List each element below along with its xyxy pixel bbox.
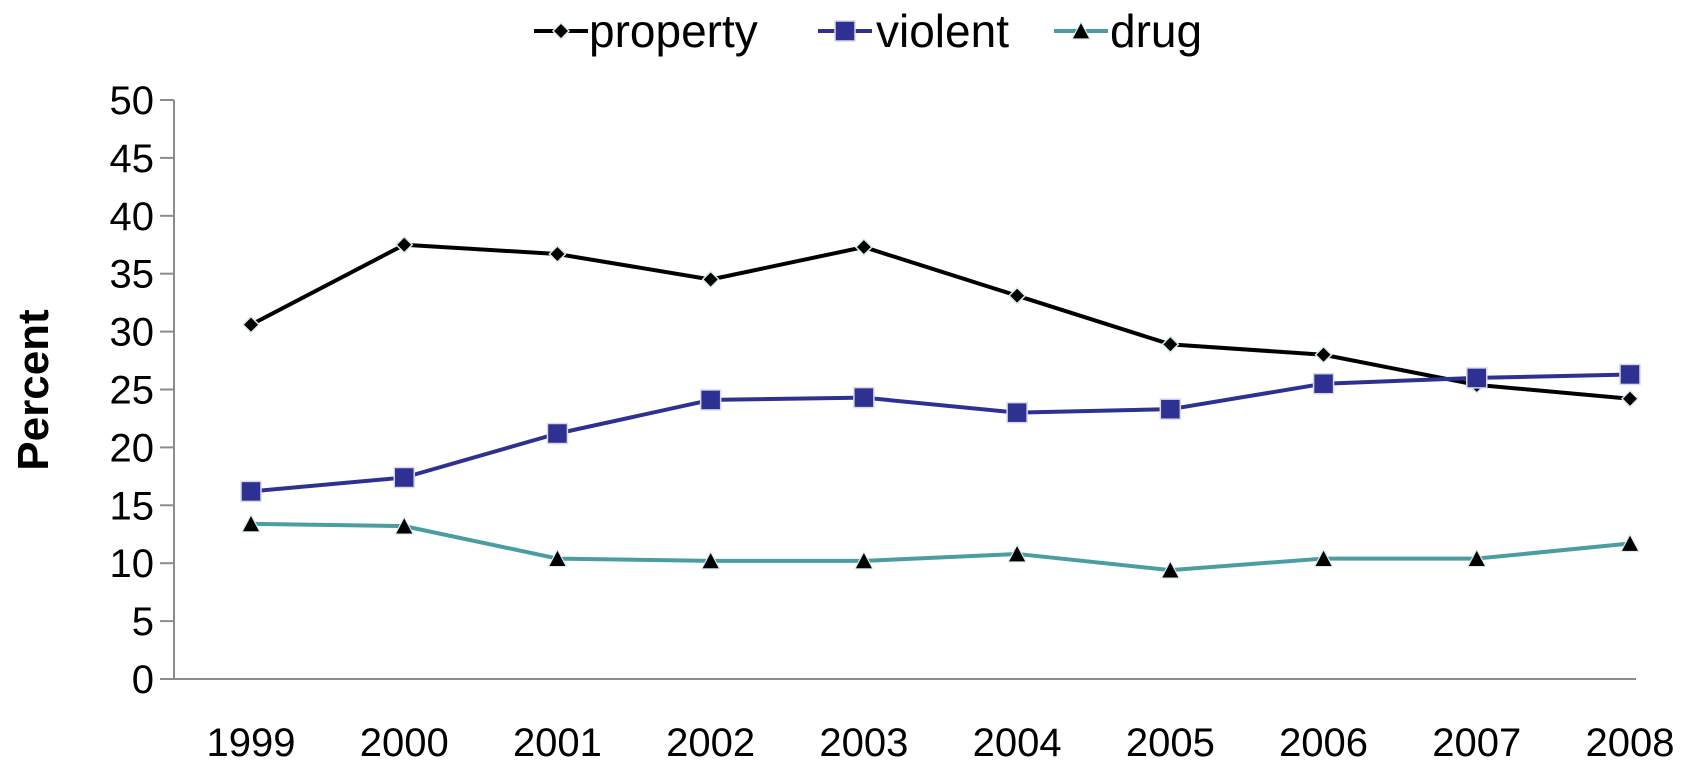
- x-tick-label: 2000: [360, 721, 449, 761]
- x-tick-label: 2001: [513, 721, 602, 761]
- data-point-drug: [1466, 548, 1487, 568]
- y-tick-label: 25: [110, 369, 155, 413]
- data-point-drug: [1620, 533, 1640, 553]
- x-tick-label: 2006: [1279, 721, 1368, 761]
- legend-label-drug: drug: [1110, 5, 1202, 57]
- legend-item-drug: drug: [1054, 5, 1202, 57]
- data-point-property: [1008, 286, 1027, 305]
- x-axis: 1999 2000 2001 2002 2003 2004 2005 2006 2007 2008: [174, 678, 1675, 761]
- data-point-violent: [240, 480, 262, 503]
- data-point-drug: [700, 550, 721, 570]
- x-tick-label: 2005: [1126, 721, 1215, 761]
- y-tick-label: 40: [110, 195, 155, 239]
- data-point-drug: [853, 550, 874, 570]
- data-point-property: [701, 270, 720, 289]
- series-plot-area: [240, 235, 1641, 579]
- data-point-violent: [546, 422, 569, 445]
- data-point-property: [241, 315, 261, 334]
- x-tick-label: 1999: [207, 721, 296, 761]
- data-point-violent: [853, 386, 875, 409]
- data-point-property: [395, 235, 414, 254]
- y-axis-label: Percent: [9, 309, 58, 471]
- x-tick-label: 2004: [973, 721, 1062, 761]
- y-tick-label: 10: [110, 542, 155, 586]
- legend-label-property: property: [589, 5, 758, 57]
- series-line-property: [250, 242, 1631, 401]
- data-point-violent: [393, 466, 415, 489]
- data-point-property: [1620, 389, 1640, 408]
- y-tick-label: 15: [110, 484, 155, 528]
- data-point-drug: [1313, 548, 1334, 568]
- y-tick-label: 50: [110, 79, 155, 123]
- y-axis: 0 5 10 15 20 25 30 35 40 45 50: [110, 79, 175, 702]
- data-point-property: [548, 244, 567, 264]
- y-tick-label: 45: [110, 137, 155, 181]
- x-tick-label: 2008: [1586, 721, 1675, 761]
- data-point-violent: [1619, 363, 1641, 386]
- series-drug: [241, 513, 1640, 579]
- legend-marker-property: [551, 21, 571, 41]
- y-tick-label: 5: [132, 600, 154, 644]
- data-point-property: [1161, 335, 1180, 354]
- data-point-violent: [1159, 398, 1182, 420]
- y-tick-label: 30: [110, 311, 155, 355]
- series-line-drug: [250, 521, 1631, 573]
- series-line-violent: [250, 372, 1631, 494]
- x-tick-label: 2002: [666, 721, 755, 761]
- y-tick-label: 35: [110, 253, 155, 297]
- data-point-drug: [1160, 559, 1181, 579]
- x-tick-label: 2007: [1432, 721, 1521, 761]
- data-point-violent: [1466, 367, 1488, 389]
- legend-label-violent: violent: [876, 5, 1009, 57]
- y-tick-label: 0: [132, 658, 154, 702]
- legend: property violent drug: [534, 5, 1202, 57]
- data-point-violent: [699, 389, 722, 411]
- data-point-violent: [1312, 372, 1335, 395]
- data-point-drug: [241, 513, 261, 533]
- data-point-drug: [547, 548, 568, 568]
- data-point-drug: [1007, 543, 1028, 563]
- legend-item-violent: violent: [818, 5, 1009, 57]
- legend-marker-violent: [834, 20, 856, 42]
- data-point-property: [854, 238, 873, 257]
- y-tick-label: 20: [110, 426, 155, 470]
- data-point-drug: [394, 515, 415, 535]
- legend-item-property: property: [534, 5, 758, 57]
- data-point-violent: [1006, 401, 1028, 424]
- series-violent: [240, 363, 1641, 503]
- x-tick-label: 2003: [819, 721, 908, 761]
- legend-marker-drug: [1071, 20, 1091, 40]
- data-point-property: [1314, 345, 1333, 364]
